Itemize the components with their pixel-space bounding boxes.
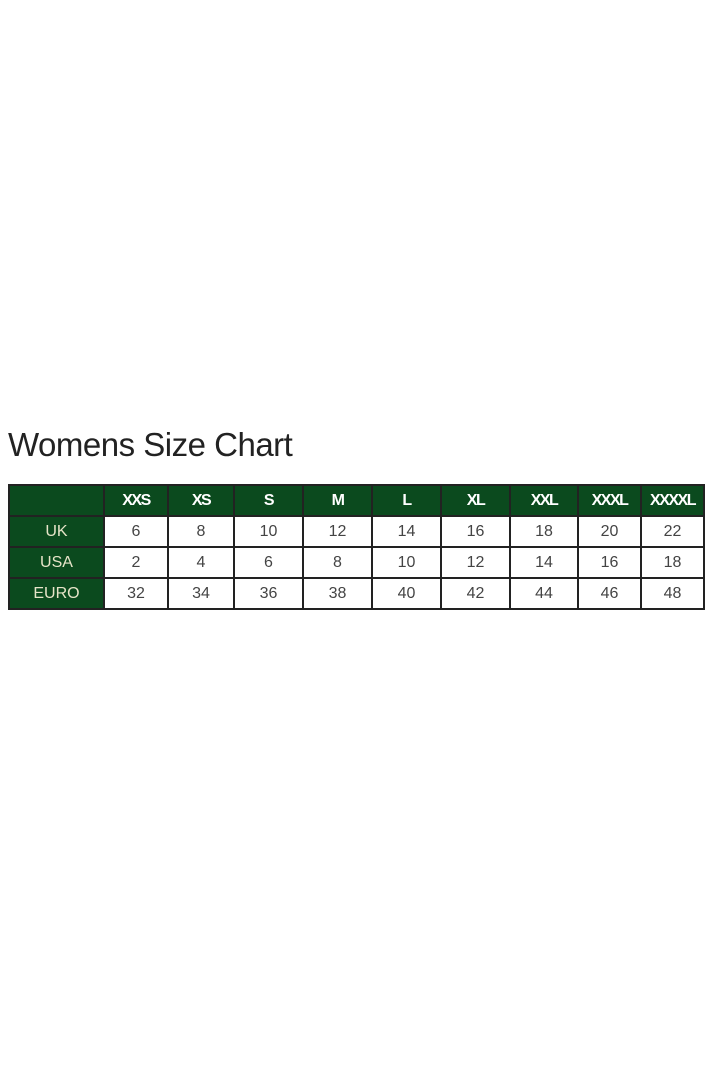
size-cell: 32 xyxy=(103,577,169,610)
size-cell: 10 xyxy=(233,515,304,548)
row-label: EURO xyxy=(8,577,105,610)
size-cell: 18 xyxy=(509,515,579,548)
column-header: S xyxy=(233,484,304,517)
column-header: M xyxy=(302,484,373,517)
size-cell: 14 xyxy=(371,515,442,548)
table-row: USA 2 4 6 8 10 12 14 16 18 xyxy=(8,546,705,579)
column-header: XXL xyxy=(509,484,579,517)
size-cell: 36 xyxy=(233,577,304,610)
size-cell: 10 xyxy=(371,546,442,579)
size-cell: 22 xyxy=(640,515,705,548)
size-cell: 12 xyxy=(440,546,511,579)
size-cell: 34 xyxy=(167,577,235,610)
header-row: XXS XS S M L XL XXL XXXL XXXXL xyxy=(8,484,705,517)
corner-cell xyxy=(8,484,105,517)
size-cell: 18 xyxy=(640,546,705,579)
size-cell: 2 xyxy=(103,546,169,579)
row-label: USA xyxy=(8,546,105,579)
row-label: UK xyxy=(8,515,105,548)
size-cell: 14 xyxy=(509,546,579,579)
size-chart-table: XXS XS S M L XL XXL XXXL XXXXL UK 6 8 10 12 14 16 18 20 2… xyxy=(8,484,705,610)
size-cell: 20 xyxy=(577,515,642,548)
size-cell: 6 xyxy=(103,515,169,548)
size-cell: 6 xyxy=(233,546,304,579)
size-cell: 8 xyxy=(167,515,235,548)
column-header: L xyxy=(371,484,442,517)
size-cell: 48 xyxy=(640,577,705,610)
size-cell: 42 xyxy=(440,577,511,610)
size-cell: 44 xyxy=(509,577,579,610)
column-header: XXS xyxy=(103,484,169,517)
column-header: XXXXL xyxy=(640,484,705,517)
column-header: XL xyxy=(440,484,511,517)
size-cell: 12 xyxy=(302,515,373,548)
size-cell: 40 xyxy=(371,577,442,610)
table-row: UK 6 8 10 12 14 16 18 20 22 xyxy=(8,515,705,548)
size-cell: 38 xyxy=(302,577,373,610)
column-header: XXXL xyxy=(577,484,642,517)
size-cell: 4 xyxy=(167,546,235,579)
size-cell: 8 xyxy=(302,546,373,579)
column-header: XS xyxy=(167,484,235,517)
size-cell: 16 xyxy=(577,546,642,579)
table-row: EURO 32 34 36 38 40 42 44 46 48 xyxy=(8,577,705,610)
page-title: Womens Size Chart xyxy=(8,426,293,463)
size-cell: 16 xyxy=(440,515,511,548)
size-cell: 46 xyxy=(577,577,642,610)
